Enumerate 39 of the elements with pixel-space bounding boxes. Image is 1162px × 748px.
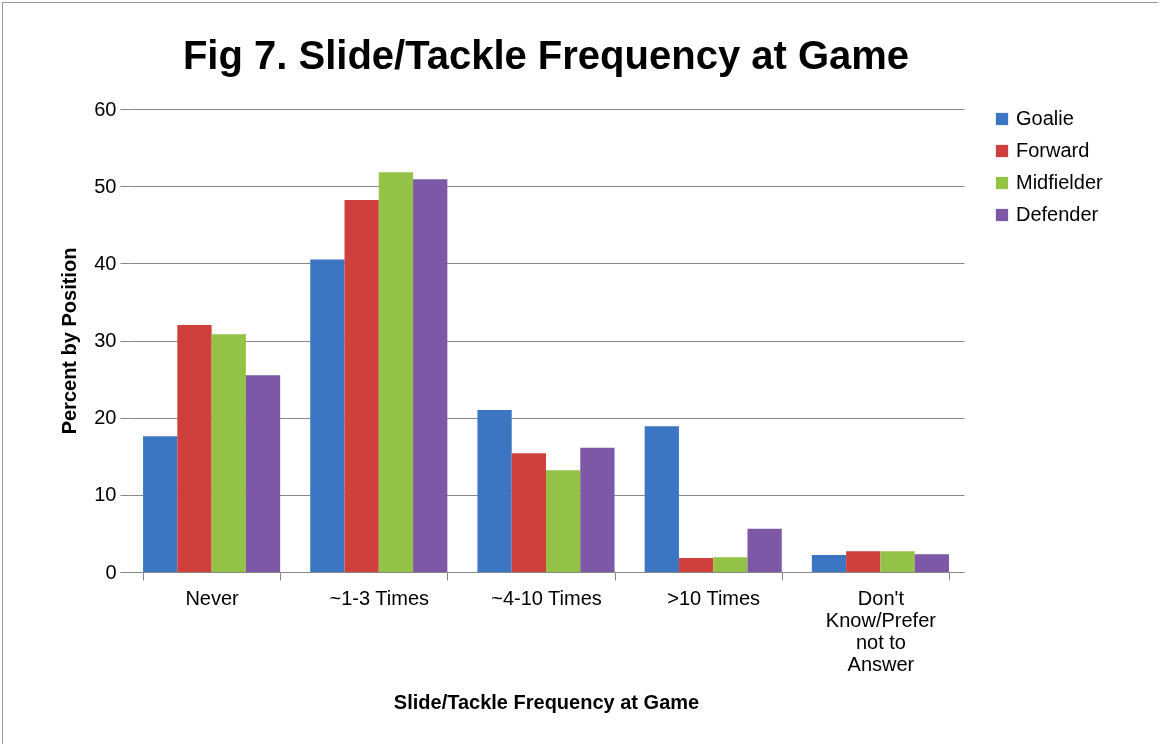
bar <box>143 436 178 572</box>
x-tick-label: ~1-3 Times <box>329 586 430 609</box>
y-tick-label: 60 <box>94 97 117 120</box>
x-tick-label: Don't Know/Prefer not to Answer <box>825 586 937 675</box>
legend-label: Goalie <box>1016 107 1074 129</box>
legend-label: Midfielder <box>1016 171 1104 193</box>
legend-label: Defender <box>1016 203 1099 225</box>
y-tick-label: 0 <box>105 560 117 583</box>
bar <box>846 551 881 572</box>
bar <box>747 528 782 572</box>
legend-label: Forward <box>1016 139 1090 161</box>
bar <box>413 179 448 572</box>
y-axis-title: Percent by Position <box>58 247 81 435</box>
y-tick-label: 10 <box>94 483 117 506</box>
y-tick-label: 30 <box>94 329 117 351</box>
x-tick-label: >10 Times <box>667 586 761 609</box>
bar <box>378 172 414 572</box>
bar <box>344 200 379 572</box>
bar <box>880 551 915 572</box>
bar <box>644 426 679 572</box>
y-tick-label: 40 <box>94 251 117 274</box>
bar <box>914 554 949 572</box>
bar <box>580 447 615 572</box>
x-tick-label: Never <box>185 586 240 609</box>
bar <box>546 470 581 572</box>
bar <box>477 409 512 572</box>
bar <box>511 453 546 572</box>
bar <box>678 558 714 572</box>
bar <box>310 259 345 572</box>
x-axis-title: Slide/Tackle Frequency at Game <box>393 690 700 713</box>
bar <box>713 557 748 572</box>
bar <box>211 334 246 572</box>
y-tick-label: 50 <box>94 174 117 197</box>
chart-title: Fig 7. Slide/Tackle Frequency at Game <box>182 33 910 77</box>
y-tick-label: 20 <box>94 406 117 429</box>
x-tick-label: ~4-10 Times <box>491 586 602 609</box>
bar <box>811 555 847 572</box>
bar <box>245 375 281 572</box>
bar <box>177 325 212 572</box>
